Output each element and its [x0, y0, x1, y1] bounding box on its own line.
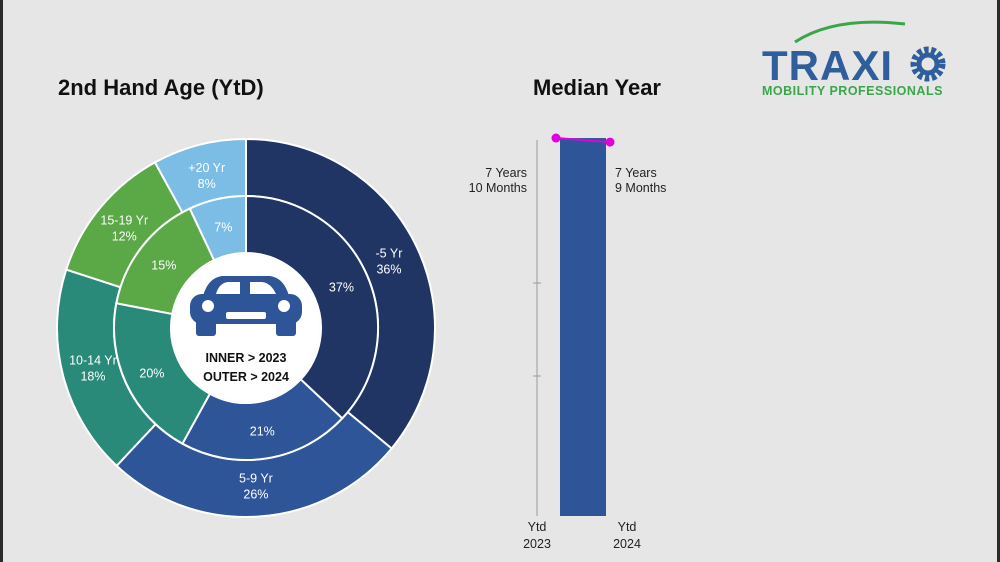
outer-label-value-20-yr: 8% [198, 177, 216, 191]
outer-label-name-20-yr: +20 Yr [188, 161, 225, 175]
x-tick-label-2023-line2: 2023 [523, 537, 551, 551]
bar-median-year [560, 138, 606, 516]
inner-label-15-19-yr: 15% [151, 258, 176, 272]
bar-chart-title: Median Year [533, 75, 661, 100]
inner-label-5-9-yr: 21% [250, 425, 275, 439]
x-tick-label-2023-line1: Ytd [528, 520, 547, 534]
outer-label-name-5-yr: -5 Yr [376, 247, 403, 261]
value-label-2023-months: 10 Months [469, 181, 527, 195]
inner-slice-5-yr [245, 194, 379, 420]
inner-slice-5-9-yr [181, 377, 344, 461]
double-donut-chart: -5 Yr 36% 5-9 Yr 26% 10-14 Yr 18% 15-19 Yr 12% +… [56, 137, 436, 518]
inner-label-5-yr: 37% [329, 281, 354, 295]
center-label-inner: INNER > 2023 [206, 351, 287, 365]
traxio-logo: TRAXI MOBILITY PROFESSIONALS [762, 20, 946, 98]
trend-line [555, 137, 611, 144]
frame-left-border [0, 0, 3, 562]
x-tick-label-2024-line1: Ytd [618, 520, 637, 534]
logo-wordmark: TRAXI [762, 42, 893, 89]
outer-label-name-5-9-yr: 5-9 Yr [239, 472, 273, 486]
x-tick-label-2024-line2: 2024 [613, 537, 641, 551]
outer-label-name-15-19-yr: 15-19 Yr [100, 213, 148, 227]
inner-label-20-yr: 7% [214, 221, 232, 235]
inner-label-10-14-yr: 20% [139, 366, 164, 380]
inner-ring-2023: 37% 21% 20% 15% 7% [113, 194, 379, 461]
car-icon [190, 276, 302, 336]
inner-slice-20-yr [188, 194, 247, 262]
outer-ring-2024: -5 Yr 36% 5-9 Yr 26% 10-14 Yr 18% 15-19 Yr 12% +… [56, 137, 436, 518]
center-label-outer: OUTER > 2024 [203, 370, 289, 384]
value-label-2024-months: 9 Months [615, 181, 666, 195]
logo-swoosh [794, 20, 906, 44]
outer-label-value-5-9-yr: 26% [243, 488, 268, 502]
trend-dot-2024 [605, 137, 615, 147]
gear-icon [910, 46, 946, 82]
outer-label-value-5-yr: 36% [376, 263, 401, 277]
outer-label-name-10-14-yr: 10-14 Yr [69, 353, 117, 367]
logo-tagline: MOBILITY PROFESSIONALS [762, 84, 943, 98]
trend-dot-2023 [551, 133, 561, 143]
median-year-bar-chart: 7 Years 10 Months 7 Years 9 Months Ytd 2… [469, 133, 666, 551]
outer-label-value-10-14-yr: 18% [80, 369, 105, 383]
value-label-2024-years: 7 Years [615, 166, 657, 180]
donut-chart-title: 2nd Hand Age (YtD) [58, 75, 264, 100]
outer-label-value-15-19-yr: 12% [112, 229, 137, 243]
frame-right-border [997, 0, 1000, 562]
value-label-2023-years: 7 Years [485, 166, 527, 180]
